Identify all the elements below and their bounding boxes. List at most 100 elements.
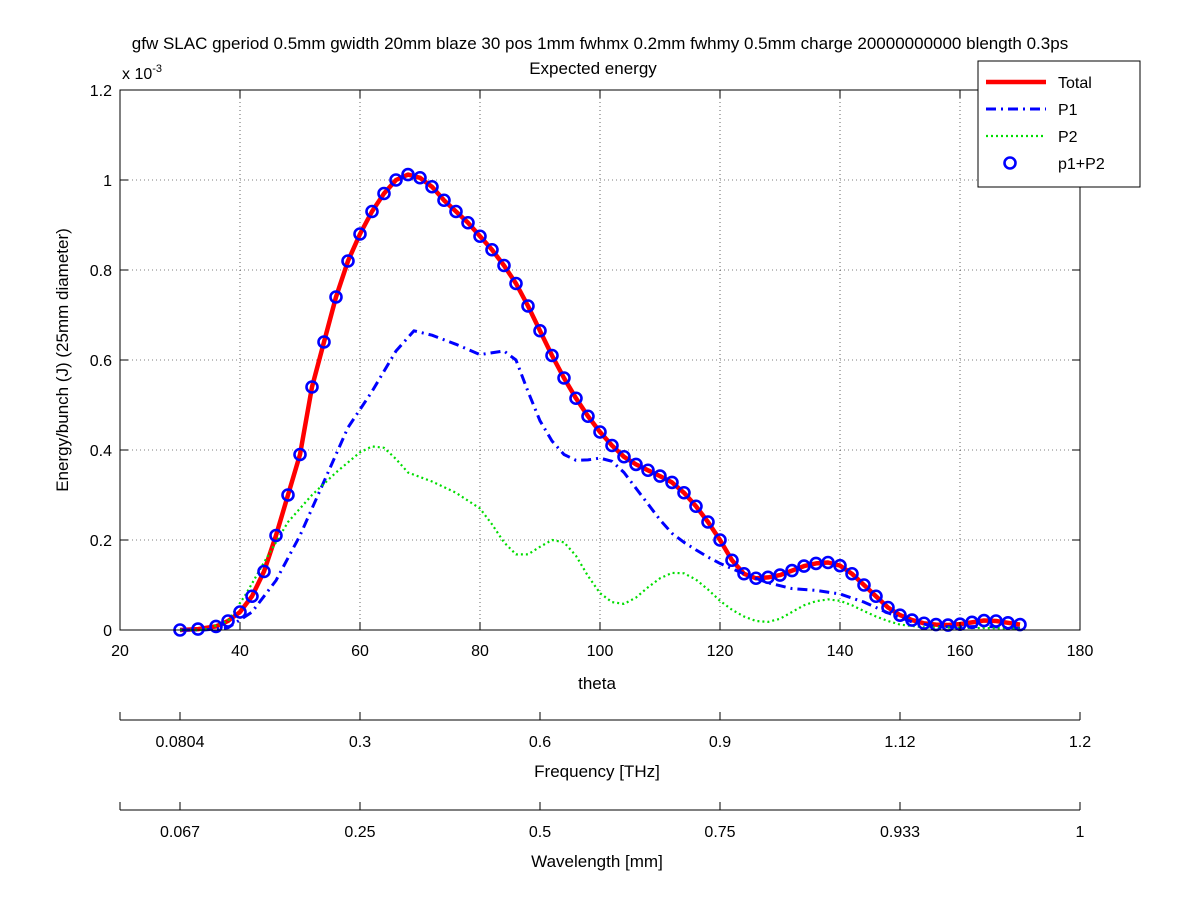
data-point (617, 449, 631, 464)
x-tick-label: 120 (707, 643, 734, 660)
secondary-tick-label: 0.5 (529, 824, 551, 841)
secondary-tick-label: 0.3 (349, 734, 371, 751)
legend-label-p1: P1 (1058, 102, 1078, 119)
data-point (833, 558, 847, 573)
y-exponent-power: -3 (152, 63, 162, 75)
x-axis-label: theta (578, 674, 616, 693)
series-p2-line (180, 445, 1021, 632)
data-point (605, 438, 619, 453)
secondary-tick-label: 0.25 (344, 824, 375, 841)
legend-label-total: Total (1058, 75, 1092, 92)
data-point (293, 447, 307, 462)
legend: Total P1 P2 p1+P2 (977, 60, 1141, 188)
data-point (521, 299, 535, 313)
data-point (905, 613, 919, 627)
secondary-tick-label: 0.067 (160, 824, 200, 841)
x-tick-label: 80 (471, 643, 489, 660)
x-tick-label: 160 (947, 643, 974, 660)
y-tick-label: 0 (103, 623, 112, 640)
data-point (641, 463, 655, 478)
secondary-tick-label: 1 (1076, 824, 1085, 841)
y-tick-label: 1.2 (90, 83, 112, 100)
legend-label-p2: P2 (1058, 129, 1078, 146)
data-point (785, 563, 799, 578)
grid-lines (120, 90, 1080, 630)
data-point (353, 227, 367, 241)
y-tick-label: 0.8 (90, 263, 112, 280)
data-point (557, 371, 571, 385)
data-point (689, 499, 703, 514)
data-point (437, 193, 451, 208)
y-tick-label: 1 (103, 173, 112, 190)
data-point (497, 258, 511, 273)
y-axis-label: Energy/bunch (J) (25mm diameter) (53, 228, 72, 492)
data-point (773, 568, 787, 582)
x-tick-label: 20 (111, 643, 129, 660)
data-point (857, 578, 871, 592)
data-point (449, 204, 463, 219)
data-point (545, 348, 559, 363)
data-point (329, 290, 343, 304)
secondary-tick-label: 0.6 (529, 734, 551, 751)
secondary-axis-label: Wavelength [mm] (531, 852, 663, 871)
secondary-tick-label: 1.2 (1069, 734, 1091, 751)
secondary-tick-label: 0.75 (704, 824, 735, 841)
data-point (413, 170, 427, 185)
data-point (665, 475, 679, 490)
y-tick-label: 0.6 (90, 353, 112, 370)
secondary-tick-label: 0.9 (709, 734, 731, 751)
data-point (821, 555, 835, 570)
series-p1-line (180, 329, 1021, 632)
data-point (881, 600, 895, 615)
data-point (461, 215, 475, 230)
axis-ticks: 20 40 60 80 100 120 140 160 180 0 0.2 0.4 0.6 0.8 1 1.2 (90, 83, 1094, 660)
data-point (209, 619, 223, 634)
data-point (281, 488, 295, 502)
data-point (797, 559, 811, 573)
data-point (269, 528, 283, 543)
x-tick-label: 100 (587, 643, 614, 660)
chart-title: gfw SLAC gperiod 0.5mm gwidth 20mm blaze… (132, 34, 1068, 53)
data-point (629, 457, 643, 472)
secondary-axis-label: Frequency [THz] (534, 762, 660, 781)
data-point (365, 204, 379, 219)
data-point (425, 179, 439, 194)
data-point (485, 242, 499, 257)
data-point (737, 566, 751, 581)
data-point (761, 570, 775, 585)
data-point (713, 533, 727, 547)
data-point (533, 323, 547, 338)
data-point (569, 391, 583, 406)
data-point (701, 515, 715, 529)
x-tick-label: 60 (351, 643, 369, 660)
secondary-tick-label: 0.0804 (156, 734, 205, 751)
data-point (317, 335, 331, 349)
data-point (845, 566, 859, 581)
data-point (191, 622, 205, 636)
y-tick-label: 0.2 (90, 533, 112, 550)
x-tick-label: 40 (231, 643, 249, 660)
y-tick-label: 0.4 (90, 443, 112, 460)
data-point (401, 167, 415, 182)
data-point (341, 254, 355, 268)
series-p1-p2-markers (173, 167, 1027, 637)
series-total-line (179, 172, 1021, 633)
data-point (245, 589, 259, 604)
secondary-tick-label: 0.933 (880, 824, 920, 841)
data-point (581, 409, 595, 424)
data-point (593, 425, 607, 439)
secondary-axis-frequency-thz-: 0.0804 0.3 0.6 0.9 1.12 1.2 Frequency [THz] (119, 712, 1091, 781)
data-point (257, 564, 271, 579)
legend-swatch-p1-p2 (1003, 156, 1017, 170)
data-point (233, 605, 247, 619)
data-point (509, 276, 523, 291)
data-point (389, 173, 403, 187)
data-point (221, 614, 235, 628)
secondary-tick-label: 1.12 (884, 734, 915, 751)
legend-label-p1-p2: p1+P2 (1058, 156, 1105, 173)
data-point (725, 553, 739, 568)
x-tick-label: 140 (827, 643, 854, 660)
chart-subtitle: Expected energy (529, 59, 657, 78)
